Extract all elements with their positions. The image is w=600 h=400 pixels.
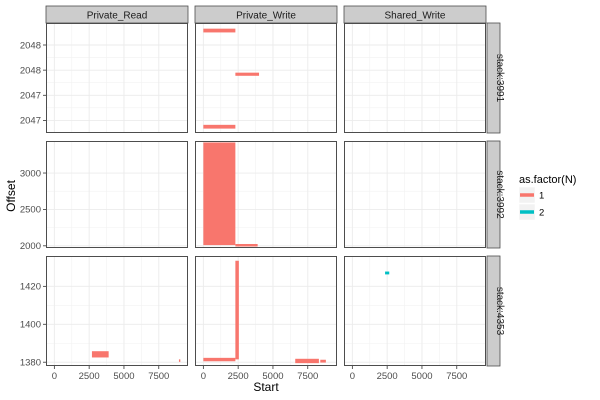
y-tick-label: 2047 <box>20 91 41 102</box>
x-tick-label: 5000 <box>113 371 134 382</box>
x-tick-label: 5000 <box>262 371 283 382</box>
data-segment <box>320 359 326 363</box>
panel-border <box>344 141 486 248</box>
x-tick-label: 0 <box>350 371 355 382</box>
panel-background <box>344 23 486 133</box>
data-segment <box>203 124 236 129</box>
x-tick-label: 5000 <box>411 371 432 382</box>
y-tick-label: 1380 <box>20 358 41 369</box>
legend-label: 1 <box>539 191 544 202</box>
y-tick-label: 1420 <box>20 282 41 293</box>
data-segment <box>178 359 181 362</box>
legend-label: 2 <box>539 208 544 219</box>
y-axis-title: Offset <box>4 179 18 211</box>
x-tick-label: 2500 <box>79 371 100 382</box>
panel-background <box>344 141 486 248</box>
panel-background <box>195 23 337 133</box>
panel-border <box>344 23 486 133</box>
x-axis-title: Start <box>253 380 279 394</box>
y-tick-label: 2000 <box>20 241 41 252</box>
data-segment <box>235 72 260 76</box>
facet-label-column: Shared_Write <box>385 11 446 22</box>
y-tick-label: 2048 <box>20 40 41 51</box>
y-tick-label: 1400 <box>20 320 41 331</box>
data-segment <box>235 243 258 247</box>
data-segment <box>91 351 109 358</box>
facet-label-row: stack:4353 <box>494 287 505 336</box>
data-segment <box>385 271 390 275</box>
legend-title: as.factor(N) <box>519 174 576 186</box>
facet-label-row: stack:3991 <box>494 54 505 103</box>
facet-strip-column <box>343 5 487 24</box>
facet-label-column: Private_Read <box>87 11 148 22</box>
x-tick-label: 0 <box>52 371 57 382</box>
facet-strip-column <box>45 5 189 24</box>
y-tick-label: 2048 <box>20 65 41 76</box>
facet-strip-row <box>486 140 501 249</box>
x-tick-label: 0 <box>201 371 206 382</box>
facet-label-column: Private_Write <box>236 11 296 22</box>
data-segment <box>295 358 319 364</box>
data-segment <box>203 142 236 246</box>
facet-strip-row <box>486 255 501 367</box>
panel-border <box>344 256 486 366</box>
panel-background <box>46 23 188 133</box>
panel-border <box>195 141 337 248</box>
facet-strip-row <box>486 22 501 134</box>
data-segment <box>203 28 236 33</box>
panel-border <box>46 256 188 366</box>
y-tick-label: 2047 <box>20 116 41 127</box>
x-tick-label: 7500 <box>446 371 467 382</box>
facet-label-row: stack:3992 <box>494 170 505 219</box>
panel-border <box>195 256 337 366</box>
data-segment <box>203 357 236 362</box>
panel-background <box>195 256 337 366</box>
x-tick-label: 7500 <box>297 371 318 382</box>
facet-strip-column <box>194 5 338 24</box>
x-tick-label: 7500 <box>148 371 169 382</box>
panel-border <box>46 141 188 248</box>
panel-background <box>46 141 188 248</box>
panel-background <box>344 256 486 366</box>
panel-border <box>195 23 337 133</box>
x-tick-label: 2500 <box>228 371 249 382</box>
x-tick-label: 2500 <box>377 371 398 382</box>
panel-border <box>46 23 188 133</box>
y-tick-label: 3000 <box>20 168 41 179</box>
y-tick-label: 2500 <box>20 205 41 216</box>
panel-background <box>46 256 188 366</box>
data-segment <box>235 260 239 360</box>
